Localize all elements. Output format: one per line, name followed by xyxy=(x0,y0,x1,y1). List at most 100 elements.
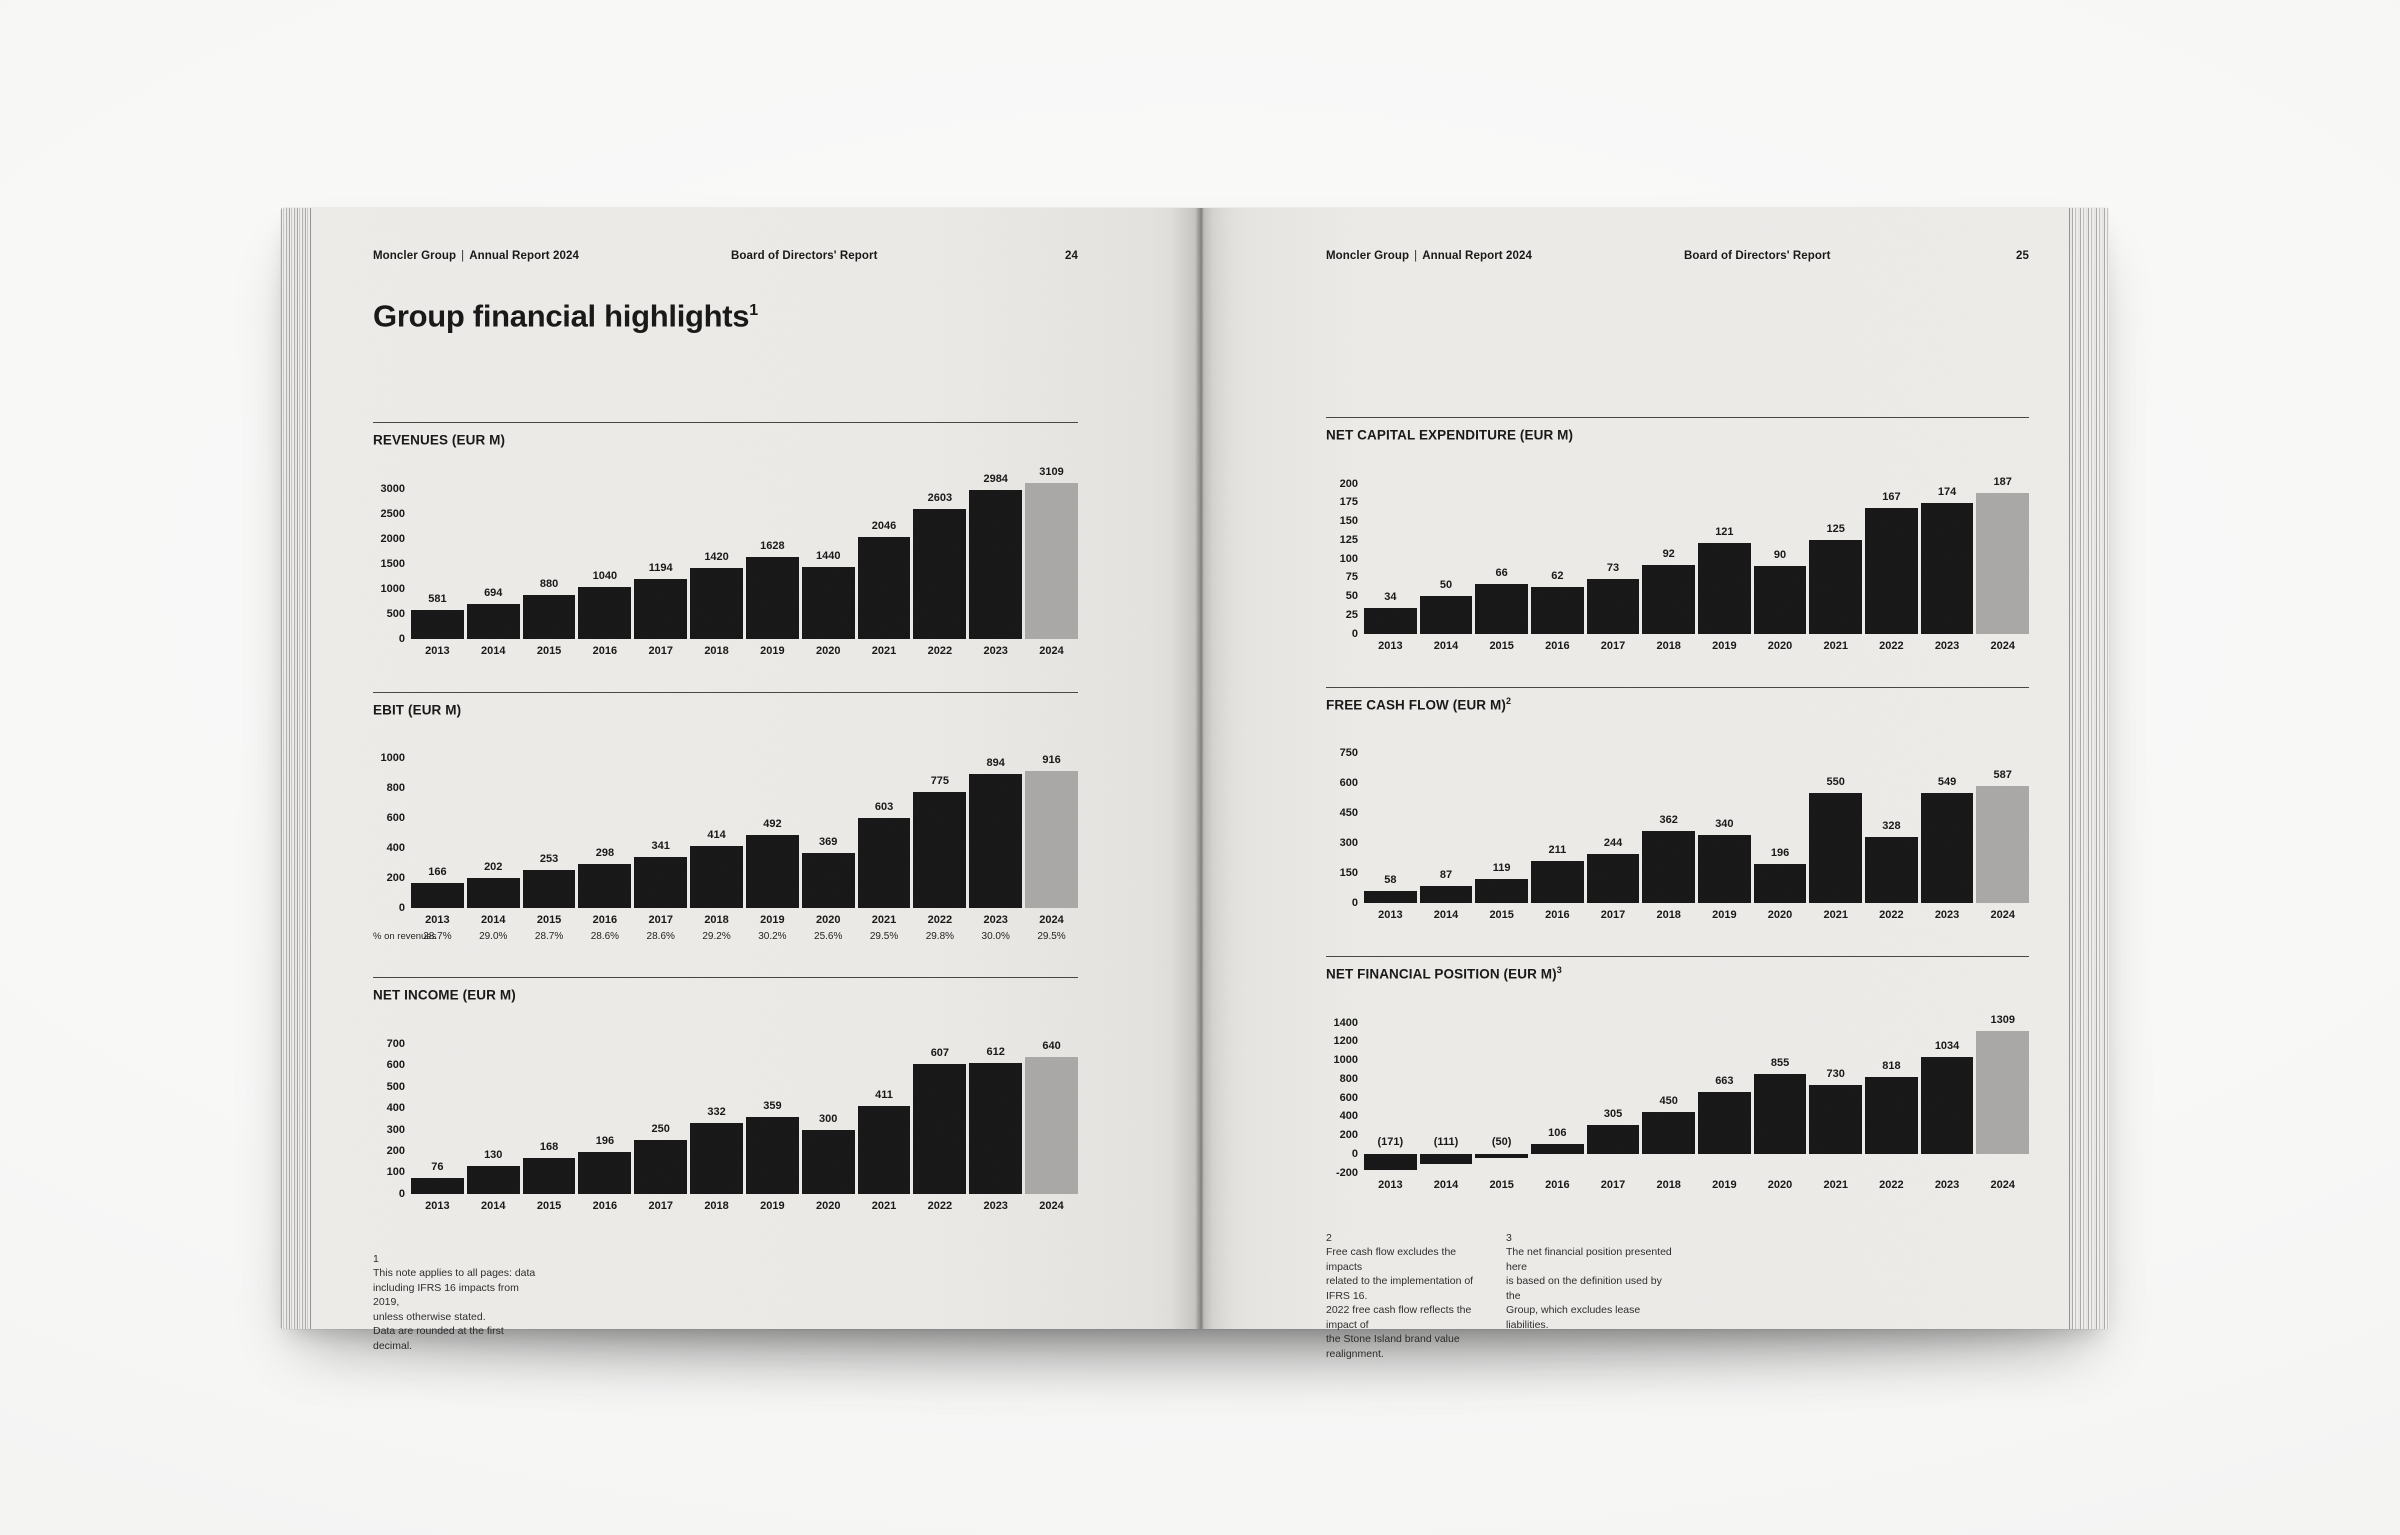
bar xyxy=(1531,587,1584,634)
y-tick-label: 0 xyxy=(398,1187,405,1200)
bar xyxy=(411,1177,464,1194)
chart-net-income: NET INCOME (EUR M) 700 600 500 400 300 200 100… xyxy=(373,977,1078,1214)
bar xyxy=(1586,854,1640,903)
y-tick-label: 600 xyxy=(1339,1091,1358,1104)
bar xyxy=(857,1105,911,1194)
y-tick-label: 125 xyxy=(1339,533,1358,546)
bar-slot: 87 xyxy=(1419,727,1473,903)
bar-slot: 305 xyxy=(1586,997,1640,1173)
bar-slot: 166 xyxy=(411,732,464,909)
bars: 581 694 880 1040 1194 1420 1628 1440 2046 2603 298… xyxy=(411,463,1078,639)
percent-value: 29.8% xyxy=(925,931,955,943)
x-axis: 2013 2014 2015 2016 2017 2018 2019 2020 2021 2022… xyxy=(1326,1177,2029,1193)
x-year-label: 2020 xyxy=(815,644,841,657)
bar-value-label: 1309 xyxy=(1990,1014,2015,1027)
bar-slot: 73 xyxy=(1586,458,1640,634)
bar-slot: 125 xyxy=(1809,458,1863,634)
bar-value-label: 1194 xyxy=(648,562,673,575)
x-axis-years: 2013 2014 2015 2016 2017 2018 2019 2020 2021 2022… xyxy=(411,912,1078,928)
x-year-label: 2017 xyxy=(648,644,673,657)
x-year-label: 2019 xyxy=(1712,909,1737,921)
x-year-label: 2021 xyxy=(1823,909,1848,921)
percent-value: 28.7% xyxy=(534,931,564,943)
chart-footnote-ref: 2 xyxy=(1505,695,1512,706)
section-title: Board of Directors' Report xyxy=(731,250,878,262)
y-tick-label: 3000 xyxy=(380,482,405,495)
bar xyxy=(1419,885,1473,903)
y-tick-label: 1400 xyxy=(1333,1016,1358,1029)
y-axis-ticks: 1000 800 600 400 200 0 xyxy=(373,732,411,914)
bar-value-label: 50 xyxy=(1439,579,1453,591)
header-divider: | xyxy=(461,250,465,262)
bar-slot: 581 xyxy=(411,463,464,639)
x-year-label: 2015 xyxy=(536,914,562,927)
bar-slot: 359 xyxy=(745,1018,799,1194)
bar-slot: 340 xyxy=(1698,727,1751,903)
bar xyxy=(522,594,576,639)
bar xyxy=(466,604,520,639)
bar-value-label: 2046 xyxy=(871,519,897,532)
bar-value-label: 73 xyxy=(1606,561,1620,574)
bar-slot: 50 xyxy=(1419,458,1473,634)
x-year-label: 2022 xyxy=(1879,909,1904,921)
footnotes: 2 Free cash flow excludes the impacts re… xyxy=(1326,1231,2029,1362)
plot-row: 750 600 450 300 150 0 58 87 119 211 244 362 340 196 5… xyxy=(1326,727,2030,909)
bar xyxy=(466,878,520,909)
footnote-1: 1 This note applies to all pages: data i… xyxy=(373,1252,540,1354)
y-tick-label: 75 xyxy=(1345,571,1358,584)
x-year-label: 2014 xyxy=(481,644,506,657)
bar xyxy=(1698,542,1751,634)
x-year-label: 2016 xyxy=(592,914,618,927)
percent-value: 28.6% xyxy=(646,931,675,943)
bar xyxy=(522,870,576,909)
y-tick-label: 400 xyxy=(386,842,405,855)
x-year-label: 2018 xyxy=(704,1199,729,1212)
y-tick-label: 300 xyxy=(1339,837,1358,849)
bar-slot: 106 xyxy=(1531,997,1584,1173)
bar xyxy=(801,1129,855,1194)
x-year-label: 2023 xyxy=(1934,909,1960,921)
x-year-label: 2014 xyxy=(481,1199,506,1212)
page-title: Group financial highlights1 xyxy=(373,298,758,334)
report-title: Annual Report 2024 xyxy=(1422,250,1532,262)
bar xyxy=(969,489,1023,639)
bar-slot: 328 xyxy=(1865,727,1918,903)
y-tick-label: 600 xyxy=(386,1059,405,1072)
page-stack-edge-left xyxy=(281,208,311,1329)
bar-value-label: 3109 xyxy=(1039,466,1064,479)
x-year-label: 2013 xyxy=(1378,1178,1403,1191)
bar-slot: 90 xyxy=(1753,458,1807,634)
bar-slot: 66 xyxy=(1475,458,1529,634)
chart-title: NET INCOME (EUR M) xyxy=(373,987,516,1003)
plot-area: 34 50 66 62 73 92 121 90 125 167 174 187 xyxy=(1364,458,2030,634)
bar-slot: 196 xyxy=(1753,727,1807,903)
bar-value-label: 450 xyxy=(1659,1094,1678,1107)
x-year-label: 2017 xyxy=(1600,639,1626,652)
plot-area: (171) (111) (50) 106 305 450 663 855 730 818 1034 1… xyxy=(1364,997,2030,1173)
bar-value-label: 359 xyxy=(763,1099,782,1112)
bar xyxy=(1865,837,1918,903)
bar-value-label: 187 xyxy=(1993,476,2012,489)
bar-slot: 119 xyxy=(1475,727,1529,903)
x-year-label: 2020 xyxy=(1767,1178,1793,1191)
x-year-label: 2014 xyxy=(1433,639,1459,652)
bar xyxy=(1586,1125,1640,1154)
bars: 166 202 253 298 341 414 492 369 603 775 894 916 xyxy=(411,732,1078,909)
x-year-label: 2015 xyxy=(1489,909,1514,921)
plot-row: 700 600 500 400 300 200 100 0 76 130 168 196 250 332… xyxy=(373,1018,1078,1200)
bar-slot: 196 xyxy=(578,1018,632,1194)
bar-slot: 414 xyxy=(690,732,743,909)
brand-text: Moncler Group xyxy=(373,250,457,262)
y-tick-label: 0 xyxy=(398,632,405,645)
bar-slot: 663 xyxy=(1698,997,1751,1173)
x-axis-years: 2013 2014 2015 2016 2017 2018 2019 2020 2021 2022… xyxy=(1364,907,2029,923)
y-tick-label: 700 xyxy=(386,1037,405,1050)
bar-slot: 1420 xyxy=(690,463,743,639)
y-tick-label: 175 xyxy=(1339,496,1358,509)
section-title: Board of Directors' Report xyxy=(1684,250,1831,262)
x-year-label: 2016 xyxy=(1545,909,1570,921)
header-brand: Moncler Group | Annual Report 2024 xyxy=(373,250,731,263)
x-year-label: 2020 xyxy=(815,1199,841,1212)
bar-slot: 202 xyxy=(466,732,520,909)
bar-value-label: 414 xyxy=(707,829,726,842)
